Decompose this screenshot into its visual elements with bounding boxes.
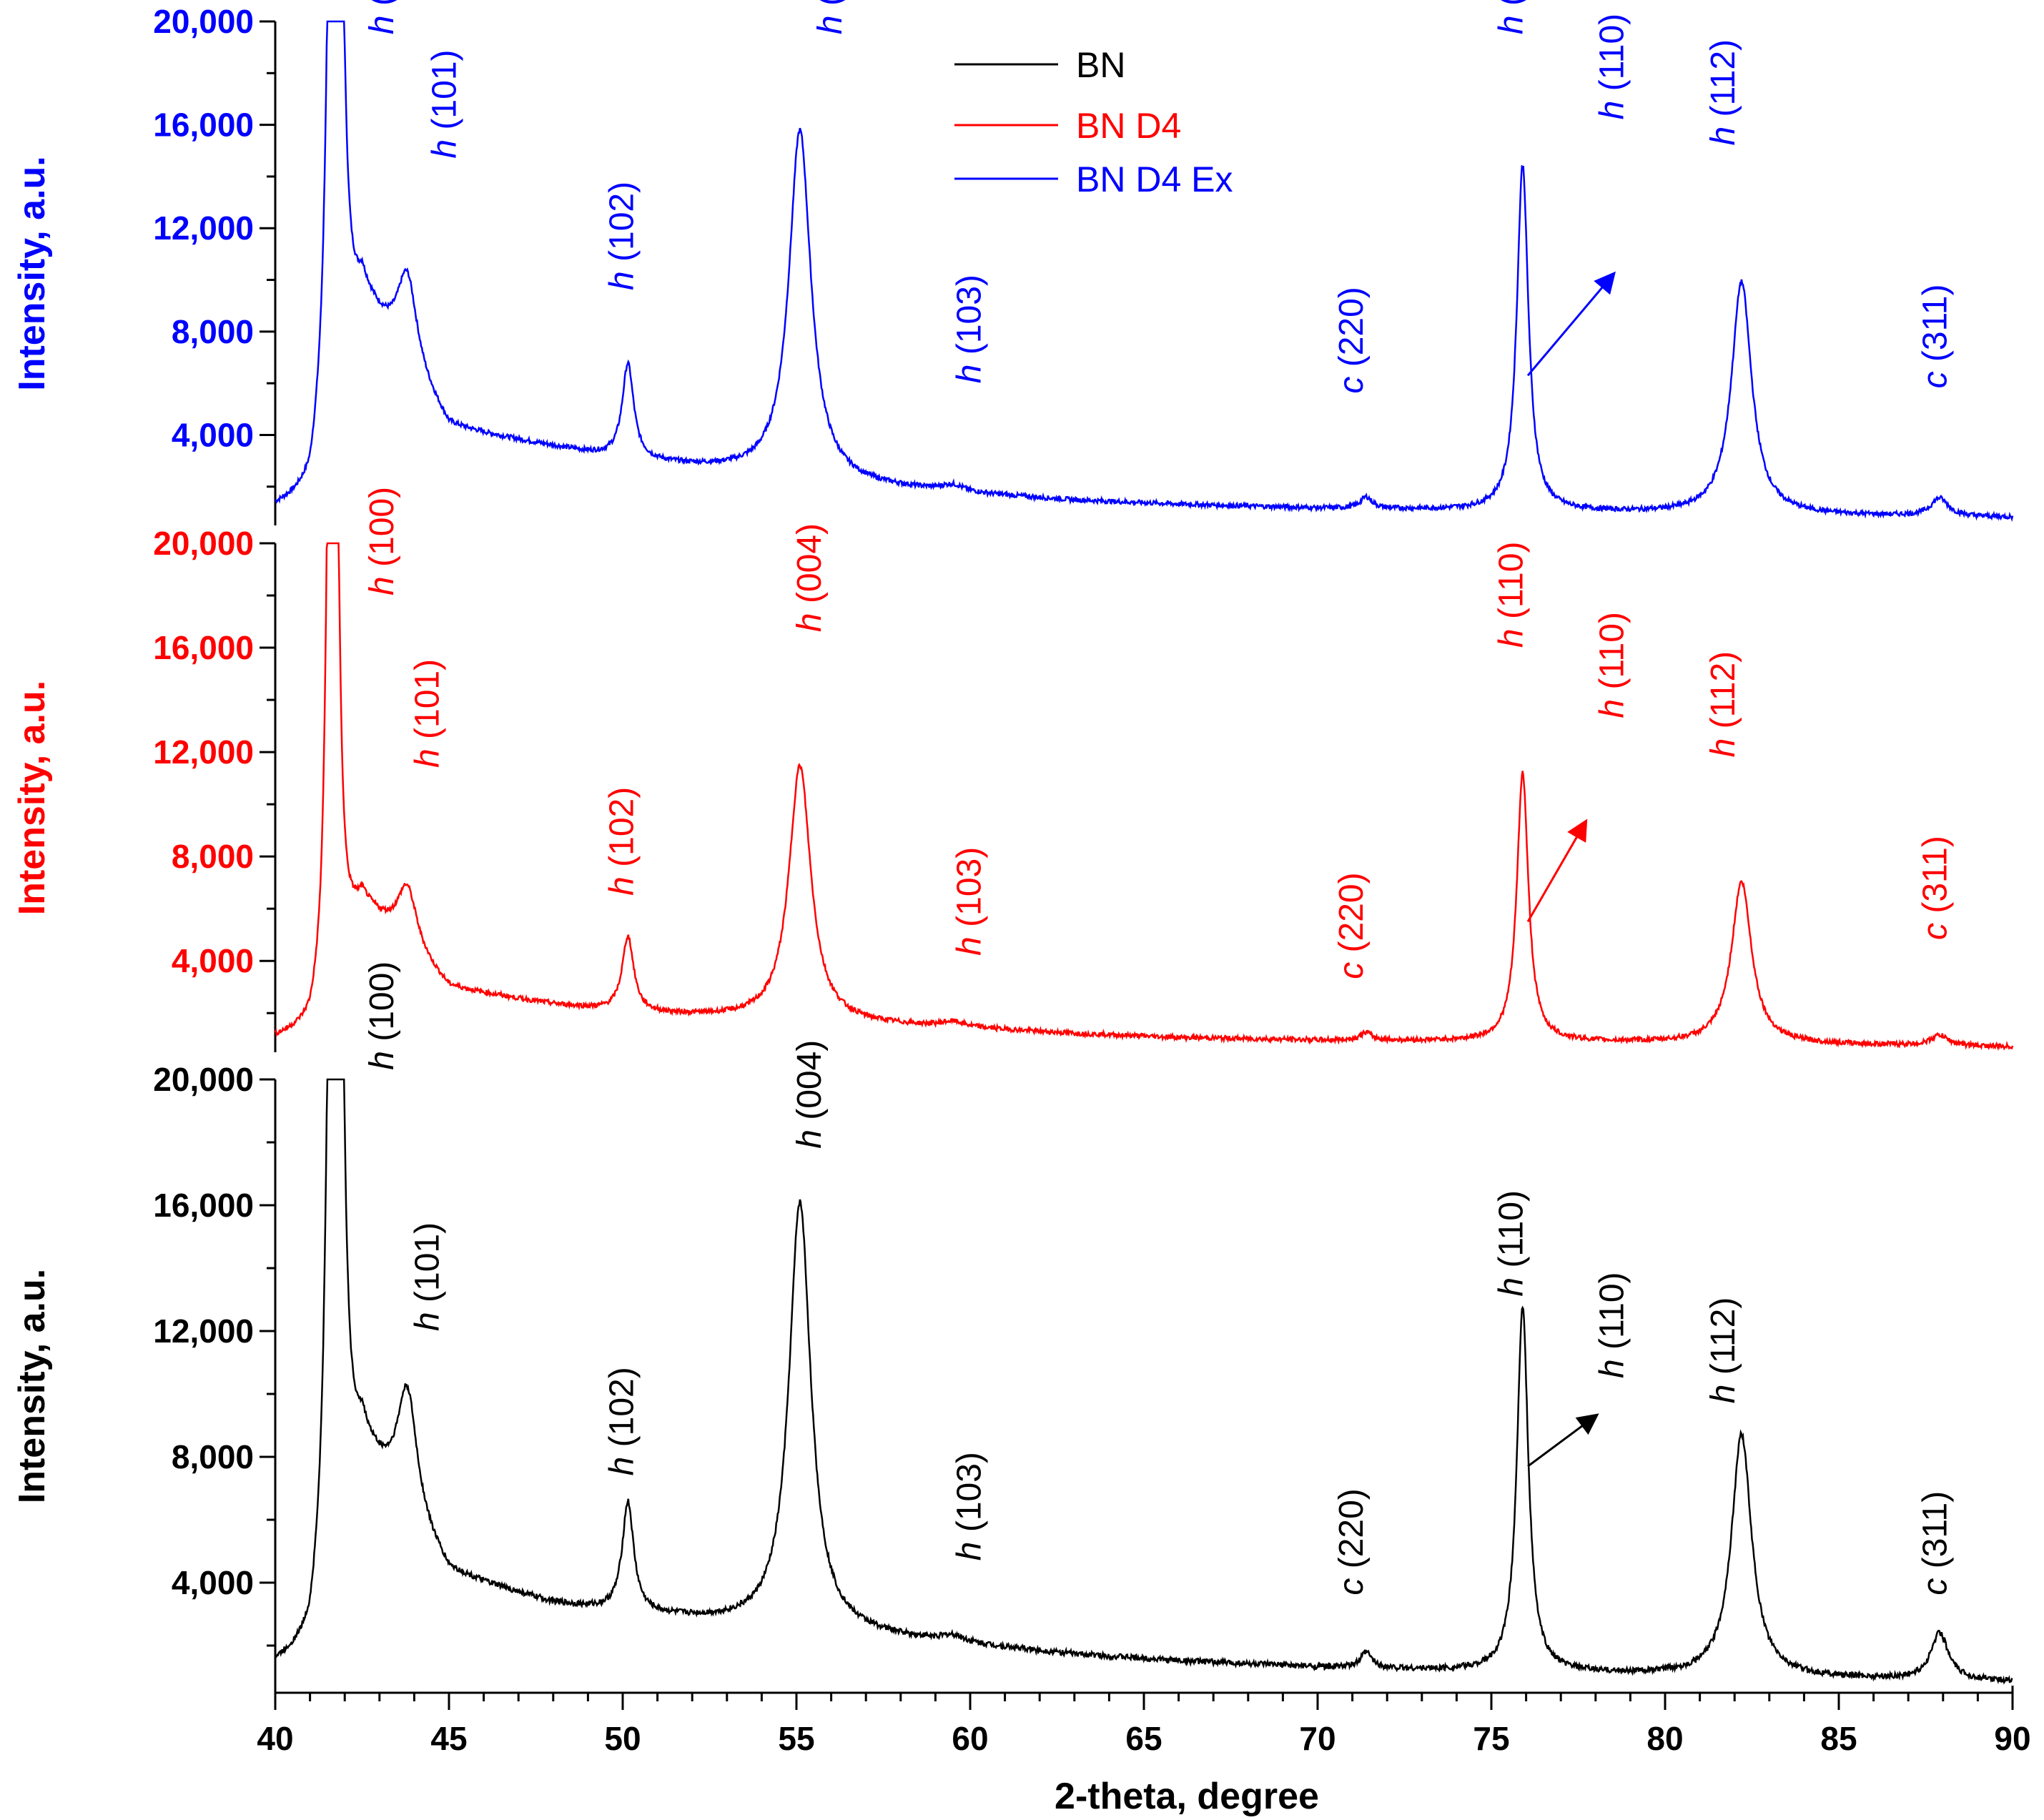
series-line-blue xyxy=(275,20,2014,523)
series-line-black xyxy=(275,1078,2013,1685)
y-tick-label-black: 8,000 xyxy=(172,1438,254,1475)
peak-label-blue: h (110) xyxy=(1594,14,1631,120)
peak-label-black: h (102) xyxy=(603,1367,641,1475)
peak-label-blue: h (101) xyxy=(426,50,464,159)
panel-red: 4,000 8,000 12,000 16,000 20,000 Intensity, a… xyxy=(11,487,2014,1052)
y-tick-label-red: 20,000 xyxy=(153,525,254,562)
y-tick-label-blue: 20,000 xyxy=(153,3,254,40)
peak-label-red: h (102) xyxy=(603,787,641,896)
peak-label-black: h (100) xyxy=(363,961,401,1070)
x-tick-label: 70 xyxy=(1299,1720,1335,1757)
peak-label-black: h (103) xyxy=(951,1452,989,1561)
legend-label-bn: BN xyxy=(1076,45,1125,85)
y-tick-label-blue: 12,000 xyxy=(153,209,254,247)
peak-arrow-black xyxy=(1527,1413,1599,1468)
y-tick-label-red: 12,000 xyxy=(153,733,254,771)
peak-label-blue: h (100) xyxy=(363,0,401,34)
panel-black: 4,000 8,000 12,000 16,000 20,000 Intensity, a… xyxy=(11,961,2013,1693)
peak-label-blue: c (220) xyxy=(1333,287,1371,393)
legend-label-bn-d4-ex: BN D4 Ex xyxy=(1076,159,1233,199)
x-tick-label: 90 xyxy=(1994,1720,2030,1757)
y-tick-label-blue: 8,000 xyxy=(172,313,254,350)
peak-arrow-red xyxy=(1526,818,1588,923)
x-tick-label: 60 xyxy=(952,1720,988,1757)
x-axis-title: 2-theta, degree xyxy=(1055,1776,1319,1817)
peak-label-black: h (101) xyxy=(408,1222,446,1331)
y-tick-label-red: 8,000 xyxy=(172,838,254,875)
peak-label-red: h (112) xyxy=(1704,651,1742,758)
peak-label-red: h (100) xyxy=(363,487,401,595)
panel-blue: 4,000 8,000 12,000 16,000 20,000 Intensity, a… xyxy=(11,0,2014,525)
x-tick-label: 55 xyxy=(778,1720,814,1757)
x-tick-label: 50 xyxy=(604,1720,641,1757)
peak-label-blue: c (311) xyxy=(1917,285,1955,389)
x-tick-label: 45 xyxy=(430,1720,467,1757)
legend-label-bn-d4: BN D4 xyxy=(1076,106,1181,146)
peak-label-black: c (220) xyxy=(1333,1488,1371,1595)
y-tick-label-black: 16,000 xyxy=(153,1187,254,1224)
y-tick-label-blue: 16,000 xyxy=(153,107,254,144)
x-tick-label: 85 xyxy=(1820,1720,1857,1757)
peak-label-blue: h (112) xyxy=(1704,39,1742,146)
peak-label-red: c (220) xyxy=(1333,872,1371,979)
peak-label-black: h (110) xyxy=(1493,1190,1531,1297)
peak-label-red: h (103) xyxy=(951,847,989,956)
peak-arrow-blue xyxy=(1526,271,1616,377)
peak-label-black: h (004) xyxy=(791,1040,829,1149)
y-axis-title-blue: Intensity, a.u. xyxy=(11,156,53,390)
legend: BN BN D4 BN D4 Ex xyxy=(954,45,1233,199)
peak-label-red: h (004) xyxy=(791,523,829,632)
peak-label-blue: h (004) xyxy=(811,0,849,34)
x-tick-label: 40 xyxy=(257,1720,293,1757)
y-tick-label-black: 20,000 xyxy=(153,1061,254,1098)
y-tick-label-black: 12,000 xyxy=(153,1312,254,1350)
peak-label-blue: h (110) xyxy=(1493,0,1531,34)
peak-label-blue: h (102) xyxy=(603,182,641,290)
y-axis-title-red: Intensity, a.u. xyxy=(11,681,53,915)
peak-label-red: h (101) xyxy=(408,659,446,768)
x-tick-label: 80 xyxy=(1646,1720,1683,1757)
y-tick-label-blue: 4,000 xyxy=(172,416,254,453)
peak-label-red: c (311) xyxy=(1917,836,1955,940)
series-line-red xyxy=(274,542,2014,1052)
peak-label-blue: h (103) xyxy=(951,275,989,383)
y-tick-label-black: 4,000 xyxy=(172,1564,254,1601)
peak-label-black: c (311) xyxy=(1917,1491,1955,1596)
peak-label-black: h (110) xyxy=(1594,1272,1631,1378)
peak-label-black: h (112) xyxy=(1704,1297,1742,1404)
peak-label-red: h (110) xyxy=(1493,542,1531,648)
peak-label-red: h (110) xyxy=(1594,612,1631,718)
y-tick-label-red: 4,000 xyxy=(172,942,254,979)
x-tick-label: 75 xyxy=(1473,1720,1509,1757)
y-tick-label-red: 16,000 xyxy=(153,629,254,666)
x-tick-label: 65 xyxy=(1125,1720,1162,1757)
y-axis-title-black: Intensity, a.u. xyxy=(11,1269,53,1503)
